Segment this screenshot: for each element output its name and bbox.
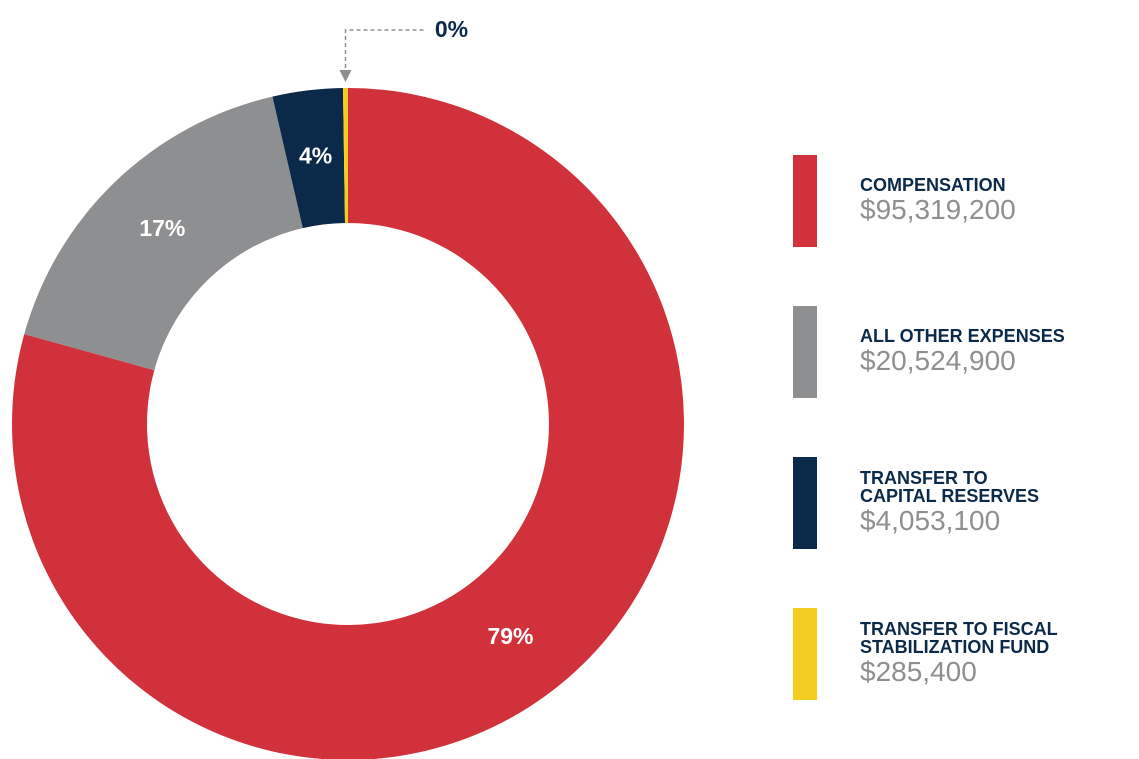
- slice-label: 0%: [435, 16, 468, 42]
- donut-slice: [24, 96, 303, 371]
- legend-item: TRANSFER TO CAPITAL RESERVES $4,053,100: [793, 457, 1139, 549]
- legend-name: TRANSFER TO CAPITAL RESERVES: [860, 468, 1040, 506]
- slice-label: 4%: [299, 143, 332, 169]
- legend-swatch: [793, 457, 817, 549]
- legend-text: TRANSFER TO FISCAL STABILIZATION FUND $28…: [860, 608, 1058, 700]
- legend-name: TRANSFER TO FISCAL STABILIZATION FUND: [860, 619, 1058, 657]
- legend-swatch: [793, 608, 817, 700]
- slice-label: 17%: [139, 215, 185, 241]
- legend-amount: $95,319,200: [860, 194, 1016, 225]
- legend-name: ALL OTHER EXPENSES: [860, 326, 1065, 346]
- legend-text: TRANSFER TO CAPITAL RESERVES $4,053,100: [860, 457, 1039, 549]
- legend-text: COMPENSATION $95,319,200: [860, 155, 1016, 247]
- legend-swatch: [793, 306, 817, 398]
- legend-item: ALL OTHER EXPENSES $20,524,900: [793, 306, 1139, 398]
- donut-slice: [12, 88, 684, 759]
- legend-amount: $20,524,900: [860, 345, 1016, 376]
- donut-slice: [272, 88, 346, 229]
- legend-amount: $4,053,100: [860, 505, 1001, 536]
- legend-text: ALL OTHER EXPENSES $20,524,900: [860, 306, 1065, 398]
- slice-label: 79%: [487, 623, 533, 649]
- donut-slice: [342, 88, 348, 224]
- callout-line: [344, 29, 424, 72]
- legend-swatch: [793, 155, 817, 247]
- legend-name: COMPENSATION: [860, 175, 1006, 195]
- legend-item: COMPENSATION $95,319,200: [793, 155, 1139, 247]
- legend-item: TRANSFER TO FISCAL STABILIZATION FUND $28…: [793, 608, 1139, 700]
- legend-amount: $285,400: [860, 656, 977, 687]
- callout-arrow: [339, 70, 352, 82]
- chart: 79% 17% 4% 0%: [12, 16, 684, 759]
- legend: COMPENSATION $95,319,200 ALL OTHER EXPENSE…: [793, 155, 1139, 759]
